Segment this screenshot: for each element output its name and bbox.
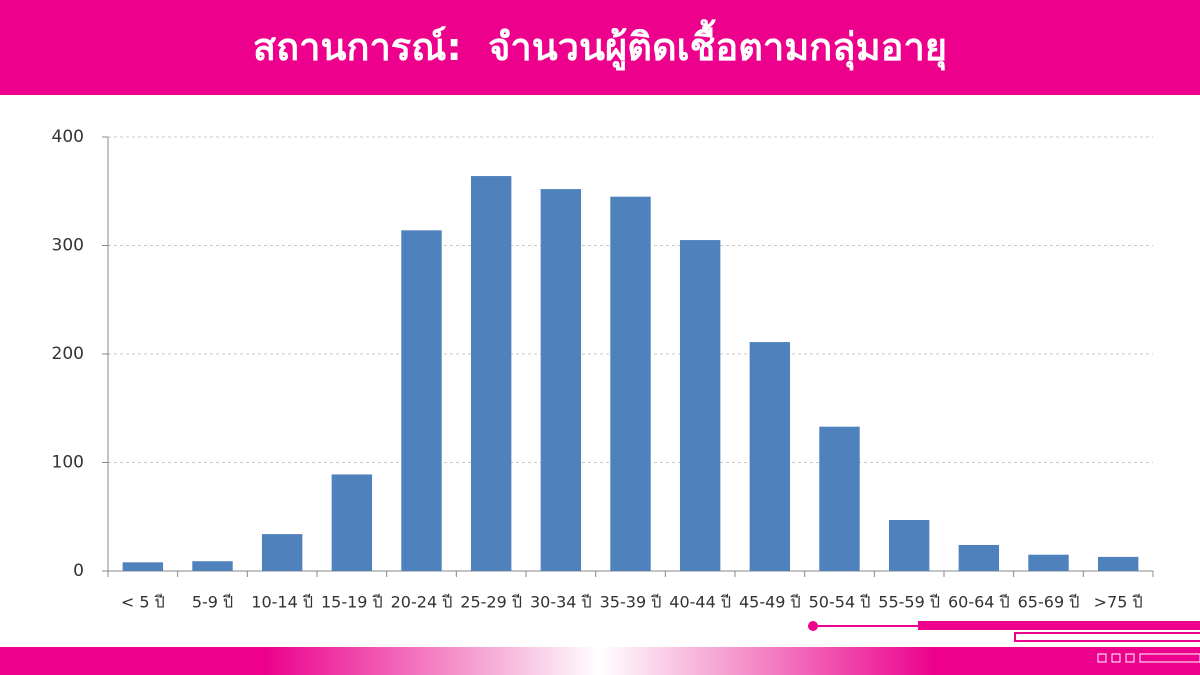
x-tick-label: 40-44 ปี <box>669 593 731 612</box>
x-tick-label: 30-34 ปี <box>530 593 592 612</box>
deco-square <box>1097 653 1107 663</box>
x-tick-label: < 5 ปี <box>121 593 165 612</box>
bar <box>1097 556 1139 571</box>
x-tick-label: 20-24 ปี <box>391 593 453 612</box>
y-tick-label: 200 <box>52 344 84 364</box>
y-tick-label: 0 <box>73 561 84 581</box>
bar <box>401 230 442 571</box>
x-tick-label: 25-29 ปี <box>460 593 522 612</box>
bar <box>192 561 233 571</box>
header-bar <box>0 0 1200 95</box>
deco-outline <box>1014 632 1200 642</box>
x-tick-label: 55-59 ปี <box>878 593 940 612</box>
bar <box>331 474 373 571</box>
bar <box>122 562 164 571</box>
slide-title: สถานการณ์: จำนวนผู้ติดเชื้อตามกลุ่มอายุ <box>252 25 948 69</box>
x-tick-label: 65-69 ปี <box>1018 593 1080 612</box>
y-tick-label: 300 <box>52 236 84 256</box>
decoration <box>808 621 1200 663</box>
bar <box>261 534 303 571</box>
deco-square <box>1111 653 1121 663</box>
footer-bar <box>0 647 1200 675</box>
y-tick-label: 100 <box>52 453 84 473</box>
x-tick-label: >75 ปี <box>1094 593 1143 612</box>
deco-bar <box>918 621 1200 630</box>
bar <box>888 520 930 571</box>
x-tick-label: 15-19 ปี <box>321 593 383 612</box>
x-tick-label: 35-39 ปี <box>600 593 662 612</box>
x-tick-label: 10-14 ปี <box>251 593 313 612</box>
y-tick-label: 400 <box>52 127 84 147</box>
x-tick-label: 5-9 ปี <box>192 593 233 612</box>
bar <box>540 189 582 571</box>
x-tick-label: 60-64 ปี <box>948 593 1010 612</box>
bar <box>819 426 860 571</box>
deco-outline <box>1139 653 1200 663</box>
bar <box>1028 554 1069 571</box>
bar <box>470 176 512 571</box>
bar <box>679 240 721 571</box>
x-tick-label: 45-49 ปี <box>739 593 801 612</box>
bar <box>749 342 791 571</box>
deco-square <box>1125 653 1135 663</box>
bar <box>610 196 651 572</box>
bar <box>958 544 1000 571</box>
x-tick-label: 50-54 ปี <box>809 593 871 612</box>
